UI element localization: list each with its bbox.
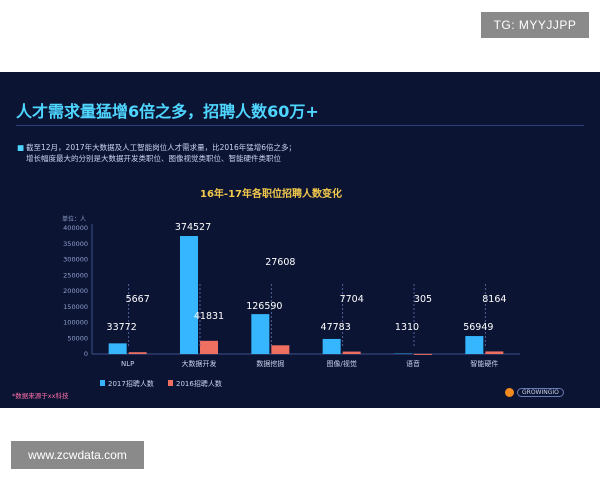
data-label-2017: 33772 xyxy=(107,322,137,333)
bar-2016 xyxy=(128,352,147,354)
logo-text: GROWINGIO xyxy=(517,388,564,397)
x-tick-label: 大数据开发 xyxy=(182,359,217,368)
title-divider xyxy=(16,125,584,126)
data-label-2016: 8164 xyxy=(482,294,506,305)
x-tick-label: 语音 xyxy=(406,359,420,368)
y-axis-label: 单位：人 xyxy=(62,215,86,223)
x-tick-label: 数据挖掘 xyxy=(256,359,284,368)
logo-icon xyxy=(505,388,514,397)
slide-title: 人才需求量猛增6倍之多，招聘人数60万+ xyxy=(16,102,319,121)
bar-2017 xyxy=(465,336,484,354)
bullet-line-1: 截至12月，2017年大数据及人工智能岗位人才需求量，比2016年猛增6倍之多； xyxy=(26,143,296,152)
data-label-2016: 305 xyxy=(414,294,432,305)
bar-2017 xyxy=(180,236,198,354)
y-tick-label: 50000 xyxy=(67,334,88,342)
data-label-2017: 374527 xyxy=(175,222,211,233)
y-tick-label: 200000 xyxy=(63,287,88,295)
watermark-url: www.zcwdata.com xyxy=(11,441,144,469)
bar-chart: 单位：人 0 50000 100000 150000 200000 250000 300000… xyxy=(62,215,520,388)
watermark-tag: TG: MYYJJPP xyxy=(481,12,589,38)
x-tick-label: NLP xyxy=(121,360,134,368)
y-tick-label: 100000 xyxy=(63,319,88,327)
legend-swatch xyxy=(100,380,105,386)
y-tick-label: 400000 xyxy=(63,224,88,232)
x-tick-label: 图像/视觉 xyxy=(326,359,356,368)
y-tick-label: 0 xyxy=(84,350,88,358)
bar-2016 xyxy=(485,351,504,354)
legend-label: 2017招聘人数 xyxy=(108,379,154,388)
data-label-2017: 47783 xyxy=(321,322,351,333)
y-tick-label: 250000 xyxy=(63,271,88,279)
data-label-2016: 27608 xyxy=(265,257,295,268)
source-note: *数据来源于xx科技 xyxy=(12,392,69,400)
bar-2017 xyxy=(251,314,270,354)
data-label-2017: 1310 xyxy=(395,322,419,333)
bar-2017 xyxy=(322,338,341,354)
bar-2016 xyxy=(414,353,432,355)
data-label-2016: 5667 xyxy=(126,294,150,305)
legend-swatch xyxy=(168,380,173,386)
bar-2016 xyxy=(200,340,218,354)
bullet-line-2: 增长幅度最大的分别是大数据开发类职位、图像视觉类职位、智能硬件类职位 xyxy=(26,154,281,163)
bar-2016 xyxy=(271,345,290,354)
bullet-text: ■ 截至12月，2017年大数据及人工智能岗位人才需求量，比2016年猛增6倍之… xyxy=(17,142,296,164)
y-tick-label: 300000 xyxy=(63,256,88,264)
x-tick-label: 智能硬件 xyxy=(470,359,498,368)
data-label-2016: 41831 xyxy=(194,311,224,322)
slide: 人才需求量猛增6倍之多，招聘人数60万+ ■ 截至12月，2017年大数据及人工… xyxy=(0,72,600,408)
y-tick-label: 150000 xyxy=(63,303,88,311)
bullet-icon: ■ xyxy=(17,143,25,152)
bar-2016 xyxy=(342,351,361,354)
data-label-2016: 7704 xyxy=(340,294,364,305)
chart-title: 16年-17年各职位招聘人数变化 xyxy=(200,189,342,200)
legend-label: 2016招聘人数 xyxy=(176,379,222,388)
brand-logo: GROWINGIO xyxy=(505,388,564,397)
data-label-2017: 126590 xyxy=(246,301,282,312)
y-tick-label: 350000 xyxy=(63,240,88,248)
bar-2017 xyxy=(108,343,127,354)
data-label-2017: 56949 xyxy=(463,322,493,333)
